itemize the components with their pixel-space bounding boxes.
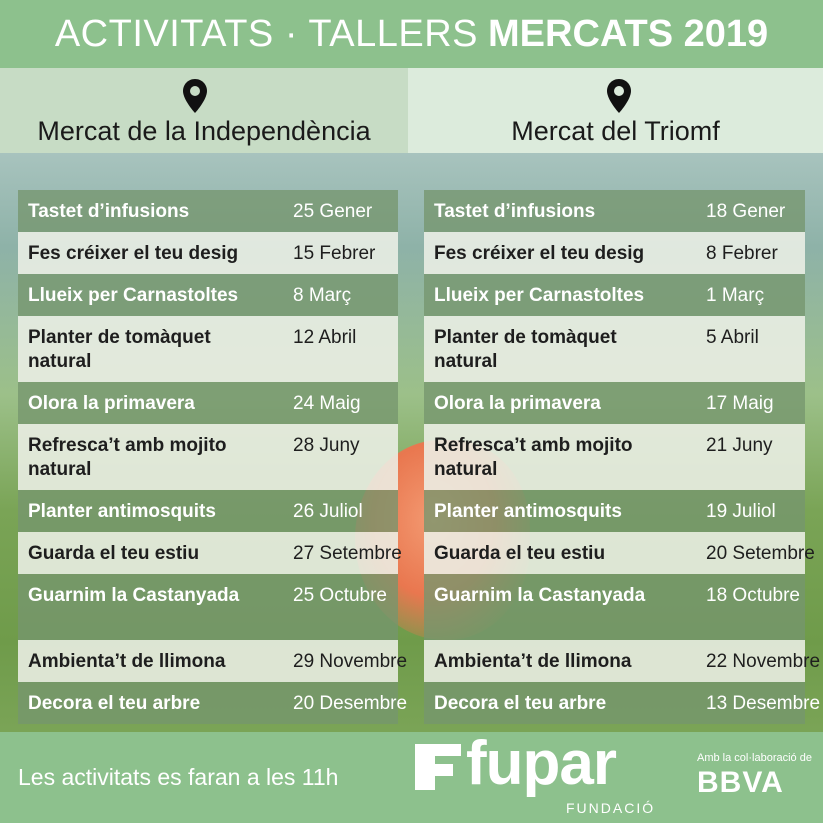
table-row: Tastet d’infusions 25 Gener <box>18 190 398 232</box>
activity-date: 24 Maig <box>293 393 361 414</box>
venue-name: Mercat del Triomf <box>511 116 720 146</box>
table-row: Guarnim la Castanyada 18 Octubre <box>424 574 805 640</box>
table-row: Llueix per Carnastoltes 1 Març <box>424 274 805 316</box>
venue-header-triomf: Mercat del Triomf <box>408 68 823 153</box>
table-row: Planter de tomàquet natural 12 Abril <box>18 316 398 382</box>
activity-date: 5 Abril <box>706 327 759 348</box>
table-row: Tastet d’infusions 18 Gener <box>424 190 805 232</box>
table-row: Planter antimosquits 19 Juliol <box>424 490 805 532</box>
activity-name: Decora el teu arbre <box>434 693 607 714</box>
activity-date: 18 Octubre <box>706 585 800 606</box>
location-pin-icon <box>183 79 207 113</box>
activity-date: 27 Setembre <box>293 543 402 564</box>
bbva-logo: BBVA <box>697 766 784 799</box>
venue-name: Mercat de la Independència <box>37 116 371 146</box>
activity-name: Refresca’t amb mojito natural <box>434 435 633 480</box>
activity-date: 20 Desembre <box>293 693 408 714</box>
table-row: Olora la primavera 24 Maig <box>18 382 398 424</box>
table-row: Guarda el teu estiu 27 Setembre <box>18 532 402 574</box>
activity-name: Llueix per Carnastoltes <box>434 285 645 306</box>
activity-name: Ambienta’t de llimona <box>28 651 226 672</box>
activity-name: Tastet d’infusions <box>434 201 596 222</box>
table-row: Refresca’t amb mojito natural 21 Juny <box>424 424 805 490</box>
title-markets: MERCATS 2019 <box>488 13 769 55</box>
venue-header-independencia: Mercat de la Independència <box>0 68 408 153</box>
activity-name: Ambienta’t de llimona <box>434 651 632 672</box>
activity-name: Planter antimosquits <box>28 501 216 522</box>
activity-name: Tastet d’infusions <box>28 201 190 222</box>
activity-date: 25 Gener <box>293 201 373 222</box>
table-row: Olora la primavera 17 Maig <box>424 382 805 424</box>
activity-date: 15 Febrer <box>293 243 376 264</box>
table-row: Planter antimosquits 26 Juliol <box>18 490 398 532</box>
fupar-brand: fupar <box>466 729 617 798</box>
activity-date: 26 Juliol <box>293 501 363 522</box>
collaboration-label: Amb la col·laboració de <box>697 752 812 764</box>
header-banner: ACTIVITATS · TALLERS MERCATS 2019 <box>0 0 823 68</box>
activity-name: Fes créixer el teu desig <box>434 243 645 264</box>
fupar-subtitle: FUNDACIÓ <box>566 800 656 816</box>
table-row: Refresca’t amb mojito natural 28 Juny <box>18 424 398 490</box>
activity-date: 17 Maig <box>706 393 774 414</box>
activity-date: 12 Abril <box>293 327 357 348</box>
table-row: Fes créixer el teu desig 8 Febrer <box>424 232 805 274</box>
activity-name: Olora la primavera <box>28 393 195 414</box>
table-row: Decora el teu arbre 13 Desembre <box>424 682 820 724</box>
activity-name: Fes créixer el teu desig <box>28 243 239 264</box>
table-row: Guarnim la Castanyada 25 Octubre <box>18 574 398 640</box>
fupar-logo-icon <box>415 744 461 790</box>
table-row: Planter de tomàquet natural 5 Abril <box>424 316 805 382</box>
activity-date: 21 Juny <box>706 435 773 456</box>
location-pin-icon <box>607 79 631 113</box>
schedule-table-independencia: Tastet d’infusions 25 Gener Fes créixer el… <box>18 190 407 724</box>
activity-date: 25 Octubre <box>293 585 387 606</box>
table-row: Ambienta’t de llimona 29 Novembre <box>18 640 407 682</box>
activity-name: Decora el teu arbre <box>28 693 201 714</box>
activity-date: 1 Març <box>706 285 765 306</box>
activity-date: 18 Gener <box>706 201 786 222</box>
activity-date: 8 Març <box>293 285 352 306</box>
activity-name: Guarda el teu estiu <box>434 543 606 564</box>
activity-date: 13 Desembre <box>706 693 821 714</box>
activity-name: Olora la primavera <box>434 393 601 414</box>
table-row: Ambienta’t de llimona 22 Novembre <box>424 640 820 682</box>
activity-name: Planter de tomàquet natural <box>434 327 617 372</box>
activity-date: 22 Novembre <box>706 651 821 672</box>
activity-date: 20 Setembre <box>706 543 815 564</box>
footer-bar: Les activitats es faran a les 11h <box>0 732 823 823</box>
table-row: Llueix per Carnastoltes 8 Març <box>18 274 398 316</box>
activity-name: Refresca’t amb mojito natural <box>28 435 227 480</box>
footer-time-note: Les activitats es faran a les 11h <box>18 764 339 790</box>
activity-name: Planter antimosquits <box>434 501 622 522</box>
activity-name: Guarnim la Castanyada <box>434 585 646 606</box>
page-title: ACTIVITATS · TALLERS MERCATS 2019 <box>0 10 823 58</box>
activity-date: 29 Novembre <box>293 651 408 672</box>
table-row: Guarda el teu estiu 20 Setembre <box>424 532 815 574</box>
activity-date: 8 Febrer <box>706 243 778 264</box>
activity-name: Llueix per Carnastoltes <box>28 285 239 306</box>
activity-date: 28 Juny <box>293 435 360 456</box>
table-row: Decora el teu arbre 20 Desembre <box>18 682 407 724</box>
activity-name: Guarda el teu estiu <box>28 543 200 564</box>
activity-name: Guarnim la Castanyada <box>28 585 240 606</box>
schedule-table-triomf: Tastet d’infusions 18 Gener Fes créixer el… <box>424 190 820 724</box>
activity-date: 19 Juliol <box>706 501 776 522</box>
title-activities: ACTIVITATS · TALLERS <box>54 13 478 55</box>
table-row: Fes créixer el teu desig 15 Febrer <box>18 232 398 274</box>
activity-name: Planter de tomàquet natural <box>28 327 211 372</box>
